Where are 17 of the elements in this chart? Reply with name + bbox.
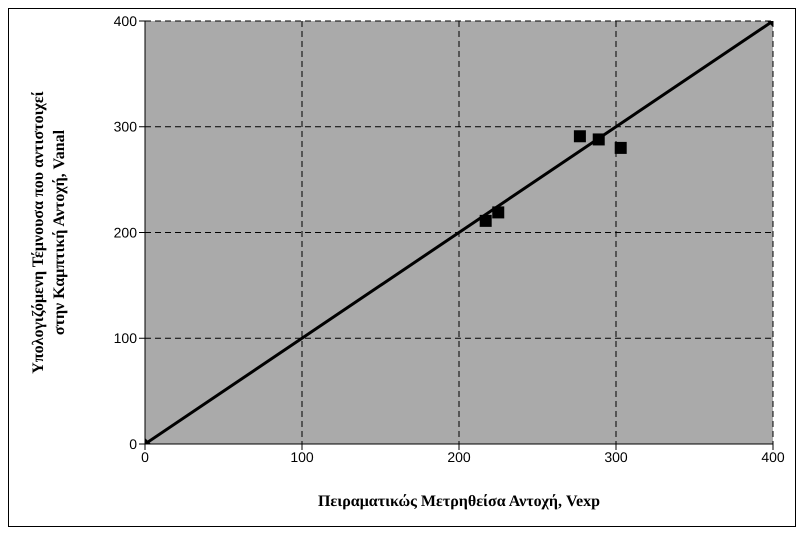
point [592,133,605,146]
x-tick-label: 100 [290,448,314,465]
point [480,214,492,227]
x-axis-title: Πειραματικώς Μετρηθείσα Αντοχή, Vexp [318,493,600,510]
x-tick-label: 300 [604,448,628,465]
x-tick-label: 0 [141,448,150,465]
point [614,142,627,154]
y-tick-label: 400 [114,12,138,29]
y-tick-label: 300 [114,118,138,135]
y-axis-title: Υπολογιζόμενη Τέμνουσα που αντιστοιχεί στην Καμπτική Αντοχή, Vanal [30,91,68,374]
x-tick-label: 400 [761,448,785,465]
y-tick-label: 200 [114,224,138,240]
y-tick-label: 0 [129,436,138,452]
x-tick-label: 200 [447,448,471,465]
point [574,130,586,142]
y-tick-label: 100 [114,330,138,346]
point [492,206,504,218]
